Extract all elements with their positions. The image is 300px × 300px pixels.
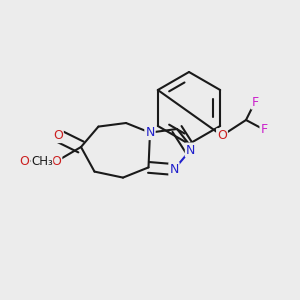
Text: O: O [52,155,61,168]
Text: O: O [217,129,227,142]
Text: F: F [260,123,268,136]
Text: N: N [186,143,195,157]
Text: O: O [20,155,29,168]
Text: O: O [53,129,63,142]
Text: N: N [169,163,179,176]
Text: CH₃: CH₃ [31,155,53,168]
Text: N: N [145,126,155,139]
Text: F: F [251,95,259,109]
